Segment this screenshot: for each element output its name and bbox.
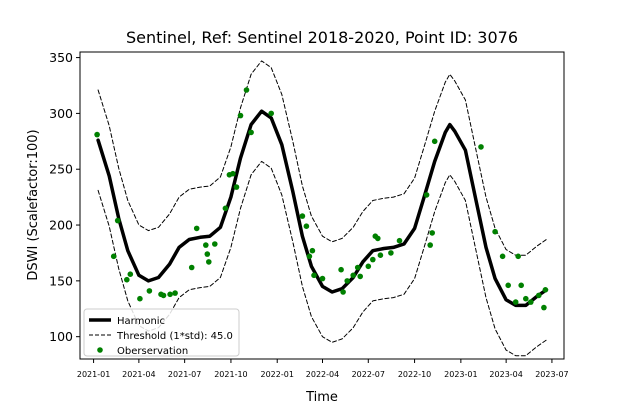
observation-point	[167, 291, 173, 298]
observation-point	[338, 266, 344, 273]
y-tick-label: 150	[49, 273, 73, 288]
observation-point	[299, 213, 306, 219]
observation-point	[365, 263, 372, 270]
observation-point	[137, 295, 143, 302]
x-axis-label: Time	[305, 390, 338, 405]
observation-point	[340, 289, 346, 295]
x-tick-label: 2023-01	[444, 370, 477, 379]
legend-harmonic-label: Harmonic	[117, 316, 165, 327]
observation-point	[237, 112, 244, 119]
observation-point	[499, 253, 506, 260]
threshold-upper-line	[97, 60, 547, 256]
legend-observation-swatch	[97, 347, 103, 353]
x-tick-label: 2023-07	[535, 370, 568, 379]
y-tick-label: 200	[49, 218, 73, 233]
y-tick-label: 250	[49, 162, 73, 177]
observation-point	[203, 242, 209, 248]
observation-point	[512, 299, 519, 305]
observation-point	[233, 184, 240, 190]
observation-point	[375, 235, 381, 242]
observation-point	[193, 225, 200, 232]
threshold-lower-line	[97, 160, 547, 357]
observation-point	[110, 253, 117, 260]
observation-point	[230, 170, 236, 177]
x-tick-label: 2021-07	[168, 370, 201, 379]
observation-point	[222, 205, 229, 212]
observation-point	[478, 144, 484, 150]
observation-point	[396, 237, 403, 244]
observation-point	[515, 253, 521, 260]
observation-point	[243, 87, 250, 93]
observation-point	[306, 253, 313, 260]
observation-point	[505, 282, 512, 289]
observation-point	[518, 282, 524, 289]
observation-point	[248, 129, 254, 136]
x-tick-label: 2022-10	[398, 370, 431, 379]
observation-point	[350, 272, 357, 279]
legend: Harmonic Threshold (1*std): 45.0 Oberser…	[83, 308, 240, 357]
plot-frame	[79, 51, 565, 360]
y-tick-label: 300	[49, 106, 73, 121]
observation-point	[212, 241, 218, 247]
observation-point	[388, 250, 394, 256]
x-tick-label: 2021-04	[122, 370, 155, 379]
observation-point	[423, 192, 430, 198]
observation-point	[377, 252, 384, 258]
observation-point	[429, 230, 436, 236]
y-axis-label: DSWI (Scalefactor:100)	[26, 129, 41, 280]
observation-point	[354, 264, 361, 271]
observation-point	[160, 292, 167, 299]
observation-point	[204, 251, 211, 257]
legend-box	[83, 308, 240, 357]
observation-point	[206, 259, 212, 265]
observation-point	[523, 295, 529, 302]
observation-point	[172, 290, 178, 296]
observation-point	[536, 292, 542, 299]
legend-threshold-label: Threshold (1*std): 45.0	[116, 331, 233, 342]
observation-point	[311, 272, 317, 279]
y-tick-label: 350	[49, 50, 73, 65]
legend-observation-label: Oberservation	[117, 346, 188, 357]
observation-point	[124, 276, 130, 283]
harmonic-line	[96, 109, 549, 308]
y-tick-label: 100	[49, 329, 73, 344]
observation-point	[188, 264, 195, 271]
observation-point	[357, 273, 364, 280]
observation-point	[127, 271, 134, 278]
axes-layer: 2021-01 2021-04 2021-07 2021-10 2022-01 2022-…	[49, 50, 569, 379]
observation-point	[370, 256, 376, 263]
x-tick-label: 2021-01	[77, 370, 110, 379]
x-tick-label: 2023-04	[489, 370, 522, 379]
observation-point	[309, 247, 316, 254]
observation-point	[94, 131, 100, 138]
observation-point	[114, 217, 121, 224]
x-tick-label: 2021-10	[214, 370, 247, 379]
observation-point	[431, 138, 438, 145]
observation-point	[427, 242, 434, 248]
observation-point	[146, 288, 153, 294]
observation-point	[492, 228, 498, 235]
observation-points	[94, 87, 549, 311]
observation-point	[528, 299, 534, 305]
plot-layer	[94, 60, 549, 357]
chart-title: Sentinel, Ref: Sentinel 2018-2020, Point…	[126, 28, 518, 47]
observation-point	[541, 304, 547, 311]
observation-point	[542, 287, 549, 293]
observation-point	[344, 278, 351, 284]
x-tick-label: 2022-04	[306, 370, 339, 379]
x-tick-label: 2022-07	[352, 370, 385, 379]
observation-point	[268, 110, 275, 117]
observation-point	[303, 223, 310, 229]
observation-point	[319, 275, 326, 282]
x-tick-label: 2022-01	[261, 370, 294, 379]
